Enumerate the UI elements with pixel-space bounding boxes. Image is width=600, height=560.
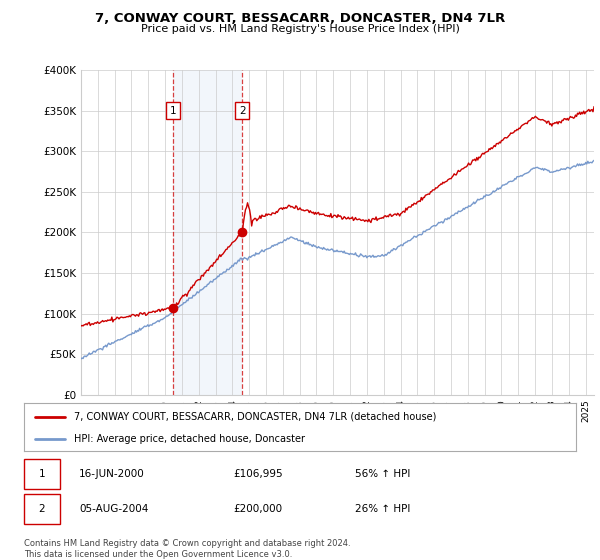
- Text: 16-JUN-2000: 16-JUN-2000: [79, 469, 145, 479]
- Text: Contains HM Land Registry data © Crown copyright and database right 2024.
This d: Contains HM Land Registry data © Crown c…: [24, 539, 350, 559]
- Text: HPI: Average price, detached house, Doncaster: HPI: Average price, detached house, Donc…: [74, 434, 305, 444]
- Text: 2: 2: [239, 106, 245, 115]
- Text: 7, CONWAY COURT, BESSACARR, DONCASTER, DN4 7LR (detached house): 7, CONWAY COURT, BESSACARR, DONCASTER, D…: [74, 412, 436, 422]
- Text: £200,000: £200,000: [234, 504, 283, 514]
- Text: £106,995: £106,995: [234, 469, 283, 479]
- Text: 2: 2: [38, 504, 45, 514]
- Text: 05-AUG-2004: 05-AUG-2004: [79, 504, 149, 514]
- Text: 1: 1: [170, 106, 176, 115]
- Bar: [173, 70, 242, 395]
- Text: 7, CONWAY COURT, BESSACARR, DONCASTER, DN4 7LR: 7, CONWAY COURT, BESSACARR, DONCASTER, D…: [95, 12, 505, 25]
- Text: Price paid vs. HM Land Registry's House Price Index (HPI): Price paid vs. HM Land Registry's House …: [140, 24, 460, 34]
- Text: 26% ↑ HPI: 26% ↑ HPI: [355, 504, 410, 514]
- Text: 1: 1: [38, 469, 45, 479]
- FancyBboxPatch shape: [24, 459, 60, 489]
- Text: 56% ↑ HPI: 56% ↑ HPI: [355, 469, 410, 479]
- FancyBboxPatch shape: [24, 494, 60, 524]
